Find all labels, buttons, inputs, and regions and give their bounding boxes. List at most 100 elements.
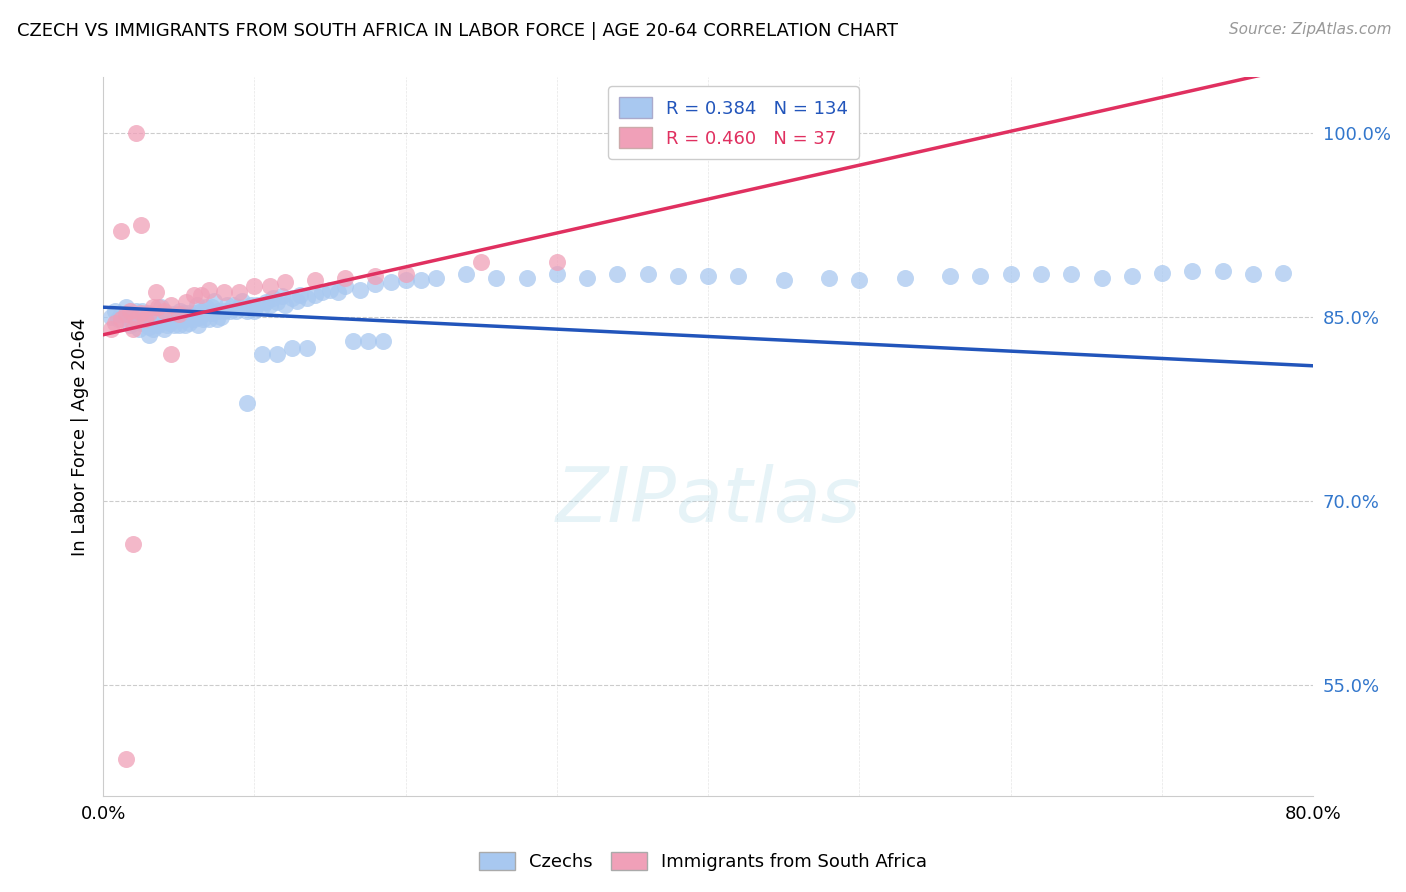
Point <box>818 270 841 285</box>
Point <box>848 273 870 287</box>
Point <box>142 300 165 314</box>
Point <box>212 285 235 300</box>
Point <box>364 269 387 284</box>
Point <box>162 307 184 321</box>
Point <box>606 267 628 281</box>
Point <box>243 279 266 293</box>
Point <box>186 297 208 311</box>
Point <box>176 312 198 326</box>
Point <box>209 310 232 324</box>
Text: ZIPatlas: ZIPatlas <box>555 464 860 538</box>
Point <box>180 310 202 324</box>
Point <box>125 312 148 326</box>
Point <box>110 312 132 326</box>
Point <box>1060 267 1083 281</box>
Point <box>576 270 599 285</box>
Legend: R = 0.384   N = 134, R = 0.460   N = 37: R = 0.384 N = 134, R = 0.460 N = 37 <box>609 87 859 159</box>
Point <box>167 307 190 321</box>
Point <box>236 303 259 318</box>
Point <box>395 267 418 281</box>
Point <box>152 306 174 320</box>
Point <box>1272 266 1295 280</box>
Point <box>1000 267 1022 281</box>
Point <box>1150 266 1173 280</box>
Point <box>114 300 136 314</box>
Point <box>285 293 308 308</box>
Point <box>304 273 326 287</box>
Point <box>129 306 152 320</box>
Point <box>246 297 269 311</box>
Point <box>128 322 150 336</box>
Point <box>894 270 917 285</box>
Point <box>225 303 247 318</box>
Point <box>179 316 201 330</box>
Point <box>145 285 167 300</box>
Point <box>134 313 156 327</box>
Point <box>129 316 152 330</box>
Point <box>304 287 326 301</box>
Point <box>110 224 132 238</box>
Point <box>969 269 991 284</box>
Point <box>141 316 163 330</box>
Point <box>195 300 218 314</box>
Point <box>326 285 349 300</box>
Point <box>270 289 292 303</box>
Point <box>281 292 304 306</box>
Point <box>198 312 221 326</box>
Point <box>228 300 250 314</box>
Point <box>207 303 229 318</box>
Point <box>205 312 228 326</box>
Point <box>333 270 356 285</box>
Point <box>120 318 142 333</box>
Point <box>1121 269 1143 284</box>
Point <box>149 300 172 314</box>
Point <box>122 322 145 336</box>
Point <box>273 297 295 311</box>
Point <box>1181 264 1204 278</box>
Text: CZECH VS IMMIGRANTS FROM SOUTH AFRICA IN LABOR FORCE | AGE 20-64 CORRELATION CHA: CZECH VS IMMIGRANTS FROM SOUTH AFRICA IN… <box>17 22 898 40</box>
Point <box>485 270 508 285</box>
Point <box>281 341 304 355</box>
Point <box>114 752 136 766</box>
Point <box>193 306 215 320</box>
Point <box>395 273 418 287</box>
Point <box>516 270 538 285</box>
Point <box>134 312 156 326</box>
Point <box>727 269 749 284</box>
Point <box>546 267 568 281</box>
Point <box>141 307 163 321</box>
Point <box>122 537 145 551</box>
Point <box>250 300 273 314</box>
Point <box>259 297 281 311</box>
Point <box>173 318 195 333</box>
Point <box>159 316 181 330</box>
Point <box>333 279 356 293</box>
Point <box>145 310 167 324</box>
Point <box>266 295 288 310</box>
Point <box>177 306 200 320</box>
Point <box>100 310 122 324</box>
Point <box>149 306 172 320</box>
Point <box>183 312 205 326</box>
Point <box>1029 267 1052 281</box>
Point <box>134 306 156 320</box>
Point <box>167 310 190 324</box>
Point <box>200 306 222 320</box>
Point <box>138 306 160 320</box>
Point <box>169 303 191 318</box>
Point <box>120 303 142 318</box>
Point <box>129 307 152 321</box>
Point <box>145 318 167 332</box>
Point <box>311 285 333 300</box>
Point <box>357 334 380 349</box>
Point <box>138 310 160 324</box>
Point <box>188 310 211 324</box>
Point <box>273 276 295 290</box>
Point <box>231 293 253 308</box>
Point <box>772 273 794 287</box>
Text: Source: ZipAtlas.com: Source: ZipAtlas.com <box>1229 22 1392 37</box>
Point <box>176 295 198 310</box>
Point <box>236 396 259 410</box>
Point <box>1211 264 1233 278</box>
Point <box>202 293 225 308</box>
